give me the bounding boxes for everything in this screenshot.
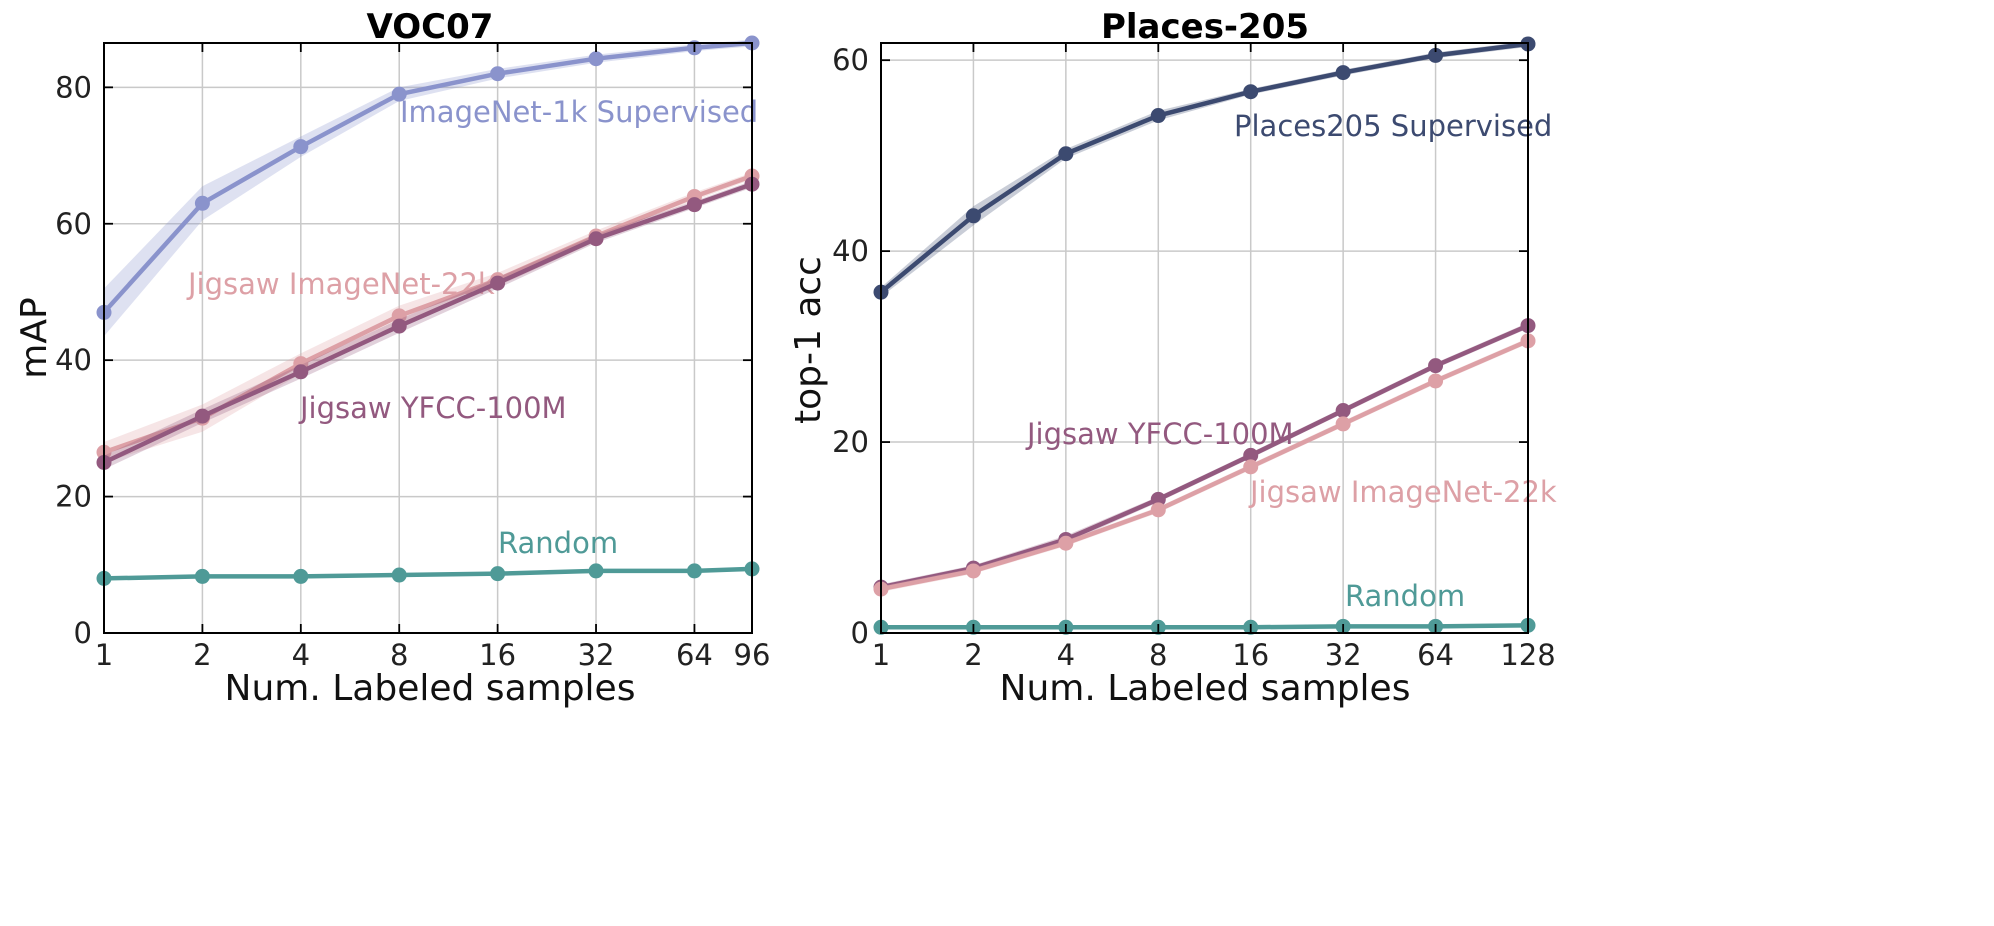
series-band-jigsaw-yfcc-100m (104, 180, 752, 470)
plot-area (104, 43, 752, 633)
series-line-random (881, 623, 1529, 630)
series-label-random: Random (498, 526, 618, 560)
x-tick-label: 2 (964, 638, 982, 672)
data-point-places205-supervised (1058, 146, 1074, 162)
data-point-random (490, 566, 506, 582)
data-point-random (391, 567, 407, 583)
data-point-jigsaw-imagenet-22k (1243, 459, 1259, 475)
data-point-places205-supervised (1150, 108, 1166, 124)
data-point-jigsaw-yfcc-100m (490, 275, 506, 291)
x-tick-label: 64 (1417, 638, 1454, 672)
series-label-random: Random (1345, 579, 1465, 613)
data-point-jigsaw-imagenet-22k (1058, 535, 1074, 551)
x-tick-label: 16 (479, 638, 516, 672)
y-tick-label: 20 (55, 480, 92, 514)
x-tick-label: 32 (1325, 638, 1362, 672)
chart-panel-places205: Places205 Supervised Jigsaw YFCC-100M Jigs… (788, 7, 1557, 709)
plot-area (881, 43, 1528, 633)
x-tick-label: 8 (1149, 638, 1167, 672)
y-tick-label: 0 (851, 616, 869, 650)
data-point-jigsaw-imagenet-22k (1335, 416, 1351, 432)
x-tick-label: 8 (390, 638, 408, 672)
series-label-places205-supervised: Places205 Supervised (1234, 109, 1552, 143)
series-band-jigsaw-imagenet-22k (104, 172, 752, 463)
y-axis-label: mAP (14, 297, 55, 378)
y-tick-label: 60 (832, 43, 869, 77)
data-point-jigsaw-imagenet-22k (1428, 373, 1444, 389)
x-axis-label: Num. Labeled samples (1000, 668, 1411, 709)
data-point-random (194, 568, 210, 584)
y-axis-label: top-1 acc (788, 256, 829, 424)
data-point-jigsaw-yfcc-100m (293, 364, 309, 380)
y-tick-label: 60 (55, 207, 92, 241)
data-point-jigsaw-yfcc-100m (194, 408, 210, 424)
data-point-imagenet-1k-supervised (293, 139, 309, 155)
x-tick-label: 1 (872, 638, 890, 672)
series-line-jigsaw-imagenet-22k (880, 338, 1529, 592)
series-line-imagenet-1k-supervised (102, 40, 753, 314)
axes-frame (880, 42, 1529, 634)
data-point-jigsaw-yfcc-100m (686, 197, 702, 213)
chart-panel-voc07: ImageNet-1k Supervised Jigsaw ImageNet-22… (14, 7, 770, 709)
data-point-random (293, 568, 309, 584)
series-label-jigsaw-imagenet-22k: Jigsaw ImageNet-22k (1248, 475, 1557, 509)
series-line-jigsaw-yfcc-100m (880, 323, 1529, 590)
data-point-imagenet-1k-supervised (490, 66, 506, 82)
data-point-jigsaw-yfcc-100m (1243, 447, 1259, 463)
data-point-random (686, 563, 702, 579)
y-tick-label: 80 (55, 70, 92, 104)
x-tick-label: 4 (1057, 638, 1075, 672)
x-tick-label: 32 (578, 638, 615, 672)
x-tick-label: 2 (193, 638, 211, 672)
data-point-imagenet-1k-supervised (588, 51, 604, 67)
data-point-random (588, 563, 604, 579)
chart-title: Places-205 (1101, 7, 1309, 47)
data-point-places205-supervised (965, 208, 981, 224)
series-label-jigsaw-yfcc-100m: Jigsaw YFCC-100M (1025, 417, 1294, 451)
data-point-jigsaw-imagenet-22k (965, 563, 981, 579)
series-label-jigsaw-imagenet-22k: Jigsaw ImageNet-22k (186, 267, 495, 301)
data-point-jigsaw-yfcc-100m (588, 231, 604, 247)
series-line-random (103, 566, 753, 581)
data-point-jigsaw-yfcc-100m (1335, 403, 1351, 419)
series-band-imagenet-1k-supervised (104, 39, 752, 337)
data-point-jigsaw-imagenet-22k (1150, 502, 1166, 518)
axes-frame (103, 42, 753, 634)
data-point-jigsaw-yfcc-100m (1428, 358, 1444, 374)
x-tick-label: 128 (1500, 638, 1555, 672)
data-point-jigsaw-yfcc-100m (1150, 491, 1166, 507)
x-tick-label: 16 (1232, 638, 1269, 672)
series-line-jigsaw-yfcc-100m (103, 182, 753, 465)
y-tick-label: 40 (832, 234, 869, 268)
series-label-jigsaw-yfcc-100m: Jigsaw YFCC-100M (298, 391, 567, 425)
y-tick-label: 40 (55, 343, 92, 377)
data-point-imagenet-1k-supervised (391, 86, 407, 102)
x-tick-label: 96 (734, 638, 771, 672)
y-tick-label: 20 (832, 425, 869, 459)
chart-title: VOC07 (367, 7, 494, 47)
x-axis-label: Num. Labeled samples (225, 668, 636, 709)
series-label-imagenet-1k-supervised: ImageNet-1k Supervised (400, 95, 758, 129)
series-line-places205-supervised (879, 41, 1529, 294)
x-tick-label: 64 (676, 638, 713, 672)
data-point-imagenet-1k-supervised (194, 195, 210, 211)
data-point-places205-supervised (1428, 47, 1444, 63)
data-point-places205-supervised (1335, 65, 1351, 81)
data-point-jigsaw-yfcc-100m (391, 318, 407, 334)
x-tick-label: 1 (95, 638, 113, 672)
x-tick-label: 4 (292, 638, 310, 672)
y-tick-label: 0 (74, 616, 92, 650)
data-point-places205-supervised (1243, 84, 1259, 100)
